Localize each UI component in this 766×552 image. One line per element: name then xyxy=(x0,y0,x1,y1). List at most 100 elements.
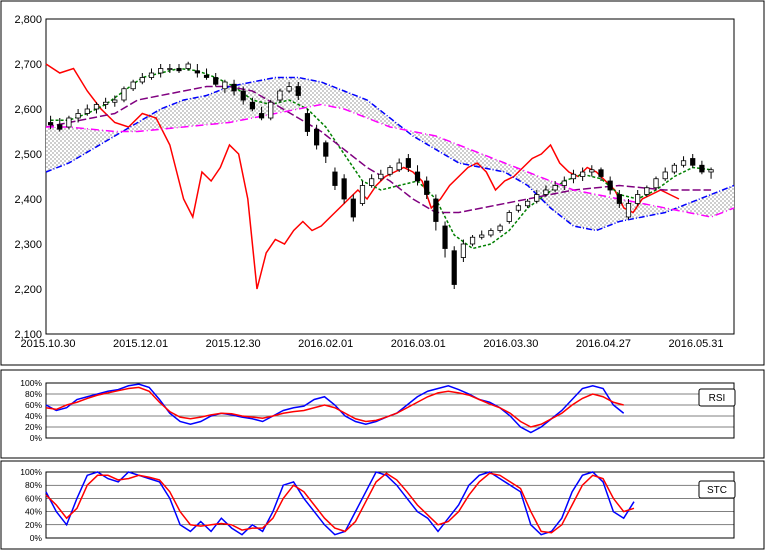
y-tick-label: 0% xyxy=(30,533,43,543)
x-tick-label: 2016.03.01 xyxy=(391,338,446,350)
stc-plot-area xyxy=(45,471,735,539)
candle-body xyxy=(506,212,512,222)
candle-body xyxy=(690,158,696,166)
candle-body xyxy=(213,77,219,85)
y-tick-label: 100% xyxy=(20,467,42,477)
candle-body xyxy=(405,158,411,168)
candle-body xyxy=(268,101,274,119)
candle-body xyxy=(451,250,457,285)
candle-body xyxy=(635,194,641,204)
candle-body xyxy=(258,113,265,119)
candle-body xyxy=(699,164,705,173)
candle-body xyxy=(543,189,549,195)
candle-body xyxy=(139,77,145,83)
y-tick-label: 2,800 xyxy=(14,14,42,26)
candle-body xyxy=(671,164,677,173)
candle-body xyxy=(121,88,127,101)
candle-body xyxy=(277,90,283,101)
candle-body xyxy=(378,173,384,180)
candle-body xyxy=(323,142,329,157)
x-tick-label: 2016.05.31 xyxy=(668,338,723,350)
candle-body xyxy=(570,173,577,180)
candle-body xyxy=(607,180,613,191)
candle-body xyxy=(460,243,466,258)
candle-body xyxy=(534,194,540,202)
y-tick-label: 2,600 xyxy=(14,104,42,116)
candle-body xyxy=(341,178,347,200)
y-tick-label: 2,400 xyxy=(14,194,42,206)
candle-body xyxy=(148,72,155,78)
y-tick-label: 40% xyxy=(25,411,42,421)
x-tick-label: 2016.04.27 xyxy=(576,338,631,350)
candle-body xyxy=(286,86,292,92)
candle-body xyxy=(469,236,476,245)
candle-body xyxy=(680,160,687,166)
candle-body xyxy=(359,185,366,204)
candle-body xyxy=(314,128,320,146)
y-tick-label: 20% xyxy=(25,520,42,530)
candle-body xyxy=(616,194,622,204)
series-line-1 xyxy=(45,472,635,534)
rsi-legend-badge: RSI xyxy=(698,388,736,407)
stc-legend-badge: STC xyxy=(698,480,736,499)
series-line-0 xyxy=(45,383,625,434)
candle-body xyxy=(598,169,604,177)
candle-body xyxy=(561,180,567,186)
main-panel-frame xyxy=(0,0,765,366)
candle-body xyxy=(625,203,632,218)
x-tick-label: 2016.03.30 xyxy=(483,338,538,350)
candle-body xyxy=(176,68,182,72)
candle-body xyxy=(112,99,118,103)
y-tick-label: 2,200 xyxy=(14,284,42,296)
candle-body xyxy=(644,187,650,195)
y-tick-label: 0% xyxy=(30,433,43,443)
candle-body xyxy=(130,81,136,90)
stc-legend-label: STC xyxy=(707,485,727,496)
candle-body xyxy=(662,171,668,180)
y-tick-label: 2,300 xyxy=(14,239,42,251)
candle-body xyxy=(708,169,714,173)
candlesticks xyxy=(47,61,714,289)
y-tick-label: 2,100 xyxy=(14,329,42,341)
stc-gridlines: 100% 80% 60% 40% 20% 0% xyxy=(20,467,734,543)
rsi-gridlines: 100%80%60%40%20%0% xyxy=(20,378,734,443)
candle-body xyxy=(203,74,210,78)
candle-body xyxy=(167,68,173,70)
candle-body xyxy=(424,180,430,195)
rsi-legend-label: RSI xyxy=(709,393,726,404)
candle-body xyxy=(580,171,586,177)
y-tick-label: 2,500 xyxy=(14,149,42,161)
candle-body xyxy=(552,185,558,191)
candle-body xyxy=(47,122,54,126)
candle-body xyxy=(57,124,63,130)
candle-body xyxy=(222,81,228,90)
candle-body xyxy=(231,83,237,92)
rsi-plot-area xyxy=(45,382,735,439)
candle-body xyxy=(194,70,200,74)
candle-body xyxy=(479,234,485,238)
candle-body xyxy=(103,101,109,105)
candle-body xyxy=(387,167,393,175)
candle-body xyxy=(589,169,595,173)
candle-body xyxy=(304,113,311,132)
rsi-lines xyxy=(45,383,625,434)
candle-body xyxy=(433,198,439,222)
candle-body xyxy=(84,108,90,114)
main-y-ticks: 2,100 2,200 2,300 2,400 2,500 2,600 2,700 2,800 xyxy=(14,14,42,341)
y-tick-label: 60% xyxy=(25,400,42,410)
candle-body xyxy=(515,205,522,211)
main-x-ticks: 2015.10.30 2015.12.01 2015.12.30 2016.02.01… xyxy=(20,338,723,350)
candle-body xyxy=(158,68,164,74)
candle-body xyxy=(442,225,448,249)
candle-body xyxy=(75,113,81,119)
candle-body xyxy=(185,63,191,69)
rsi-panel-frame xyxy=(0,369,765,459)
candle-body xyxy=(414,171,421,182)
y-tick-label: 80% xyxy=(25,480,42,490)
y-tick-label: 40% xyxy=(25,507,42,517)
stc-lines xyxy=(45,471,635,536)
candle-body xyxy=(525,200,531,207)
y-tick-label: 20% xyxy=(25,422,42,432)
candle-body xyxy=(93,104,100,110)
